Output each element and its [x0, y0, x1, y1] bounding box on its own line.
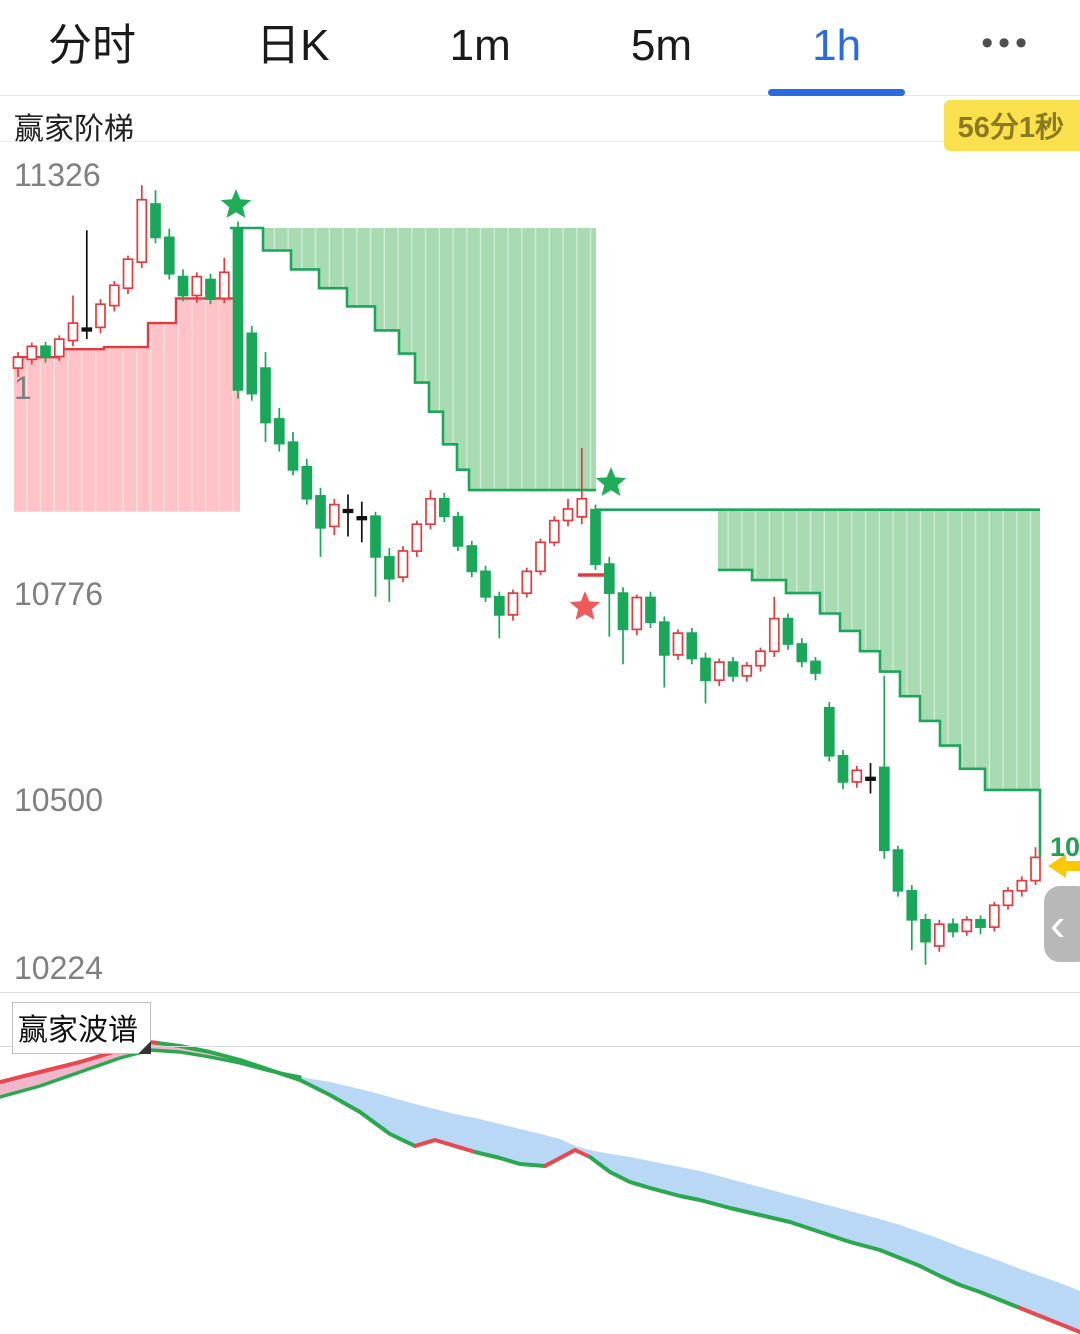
main-chart-title: 赢家阶梯 [14, 113, 134, 146]
divider-top [0, 141, 1080, 142]
drawer-handle[interactable]: ‹ [1044, 886, 1080, 962]
star-markers [220, 189, 627, 620]
fold-corner-icon [138, 1041, 151, 1054]
tab-daily-k[interactable]: 日K [256, 20, 330, 70]
tab-5m[interactable]: 5m [630, 20, 693, 70]
more-button[interactable]: ••• [981, 23, 1032, 62]
ladder-zones [14, 226, 1042, 858]
svg-text:10776: 10776 [14, 576, 103, 612]
candles [12, 185, 1041, 965]
subchart-top-border [0, 1046, 1080, 1047]
countdown-badge: 56分1秒 [943, 100, 1080, 151]
svg-text:10: 10 [1050, 832, 1080, 862]
sub-chart-title[interactable]: 赢家波谱 [12, 1002, 151, 1054]
svg-text:10500: 10500 [14, 782, 103, 818]
svg-text:1: 1 [14, 370, 32, 406]
divider-subchart [0, 992, 1080, 993]
tab-bar: 分时 日K 1m 5m 1h ••• [0, 0, 1080, 96]
sub-chart-title-label: 赢家波谱 [18, 1014, 138, 1047]
chevron-left-icon: ‹ [1050, 898, 1066, 950]
svg-text:10224: 10224 [14, 950, 103, 986]
spectrum-ribbon [0, 1040, 1080, 1334]
y-axis-labels: 11326 1 10776 10500 10224 [14, 157, 103, 986]
tab-minute[interactable]: 分时 [48, 20, 136, 70]
tab-1h[interactable]: 1h [768, 0, 906, 96]
current-price-tag: 10 [1048, 832, 1080, 878]
tab-1m[interactable]: 1m [449, 20, 511, 70]
svg-text:11326: 11326 [14, 157, 101, 193]
